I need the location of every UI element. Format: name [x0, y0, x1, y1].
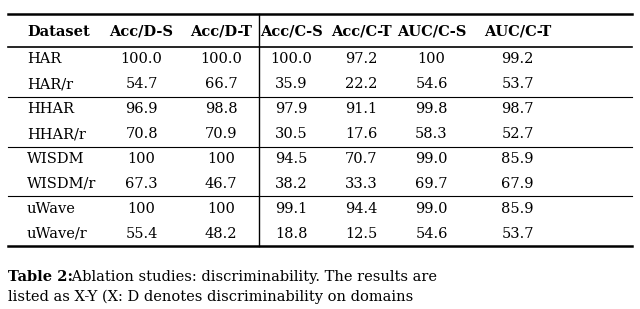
Text: 30.5: 30.5	[275, 127, 308, 141]
Text: uWave/r: uWave/r	[27, 227, 88, 241]
Text: 53.7: 53.7	[501, 77, 534, 91]
Text: 94.4: 94.4	[345, 202, 378, 216]
Text: 96.9: 96.9	[125, 102, 158, 116]
Text: 99.2: 99.2	[501, 53, 534, 66]
Text: HHAR: HHAR	[27, 102, 74, 116]
Text: 58.3: 58.3	[415, 127, 448, 141]
Text: 100: 100	[127, 152, 156, 166]
Text: 17.6: 17.6	[345, 127, 378, 141]
Text: 98.8: 98.8	[205, 102, 237, 116]
Text: Acc/C-S: Acc/C-S	[260, 25, 323, 39]
Text: 66.7: 66.7	[205, 77, 237, 91]
Text: 100: 100	[207, 202, 235, 216]
Text: 99.0: 99.0	[415, 152, 448, 166]
Text: 99.8: 99.8	[415, 102, 448, 116]
Text: 97.2: 97.2	[345, 53, 378, 66]
Text: 99.0: 99.0	[415, 202, 448, 216]
Text: 53.7: 53.7	[501, 227, 534, 241]
Text: Acc/C-T: Acc/C-T	[331, 25, 392, 39]
Text: Dataset: Dataset	[27, 25, 90, 39]
Text: 100.0: 100.0	[270, 53, 312, 66]
Text: 18.8: 18.8	[275, 227, 308, 241]
Text: uWave: uWave	[27, 202, 76, 216]
Text: HHAR/r: HHAR/r	[27, 127, 86, 141]
Text: 100: 100	[207, 152, 235, 166]
Text: HAR/r: HAR/r	[27, 77, 73, 91]
Text: 99.1: 99.1	[275, 202, 307, 216]
Text: 100.0: 100.0	[121, 53, 163, 66]
Text: 97.9: 97.9	[275, 102, 307, 116]
Text: HAR: HAR	[27, 53, 61, 66]
Text: 100: 100	[417, 53, 445, 66]
Text: 55.4: 55.4	[125, 227, 158, 241]
Text: 100: 100	[127, 202, 156, 216]
Text: 38.2: 38.2	[275, 177, 308, 191]
Text: 35.9: 35.9	[275, 77, 308, 91]
Text: 85.9: 85.9	[501, 152, 534, 166]
Text: 91.1: 91.1	[346, 102, 378, 116]
Text: Acc/D-S: Acc/D-S	[109, 25, 173, 39]
Text: Ablation studies: discriminability. The results are: Ablation studies: discriminability. The …	[67, 270, 437, 284]
Text: 94.5: 94.5	[275, 152, 307, 166]
Text: Acc/D-T: Acc/D-T	[190, 25, 252, 39]
Text: 67.3: 67.3	[125, 177, 158, 191]
Text: 70.9: 70.9	[205, 127, 237, 141]
Text: 33.3: 33.3	[345, 177, 378, 191]
Text: listed as X-Y (X: D denotes discriminability on domains: listed as X-Y (X: D denotes discriminabi…	[8, 290, 413, 304]
Text: 54.6: 54.6	[415, 227, 448, 241]
Text: AUC/C-S: AUC/C-S	[397, 25, 466, 39]
Text: 52.7: 52.7	[501, 127, 534, 141]
Text: 67.9: 67.9	[501, 177, 534, 191]
Text: 98.7: 98.7	[501, 102, 534, 116]
Text: 85.9: 85.9	[501, 202, 534, 216]
Text: 70.7: 70.7	[345, 152, 378, 166]
Text: 22.2: 22.2	[345, 77, 378, 91]
Text: 69.7: 69.7	[415, 177, 448, 191]
Text: Table 2:: Table 2:	[8, 270, 73, 284]
Text: 70.8: 70.8	[125, 127, 158, 141]
Text: 46.7: 46.7	[205, 177, 237, 191]
Text: 54.7: 54.7	[125, 77, 158, 91]
Text: AUC/C-T: AUC/C-T	[484, 25, 551, 39]
Text: 54.6: 54.6	[415, 77, 448, 91]
Text: 12.5: 12.5	[346, 227, 378, 241]
Text: WISDM: WISDM	[27, 152, 84, 166]
Text: WISDM/r: WISDM/r	[27, 177, 96, 191]
Text: 48.2: 48.2	[205, 227, 237, 241]
Text: 100.0: 100.0	[200, 53, 242, 66]
